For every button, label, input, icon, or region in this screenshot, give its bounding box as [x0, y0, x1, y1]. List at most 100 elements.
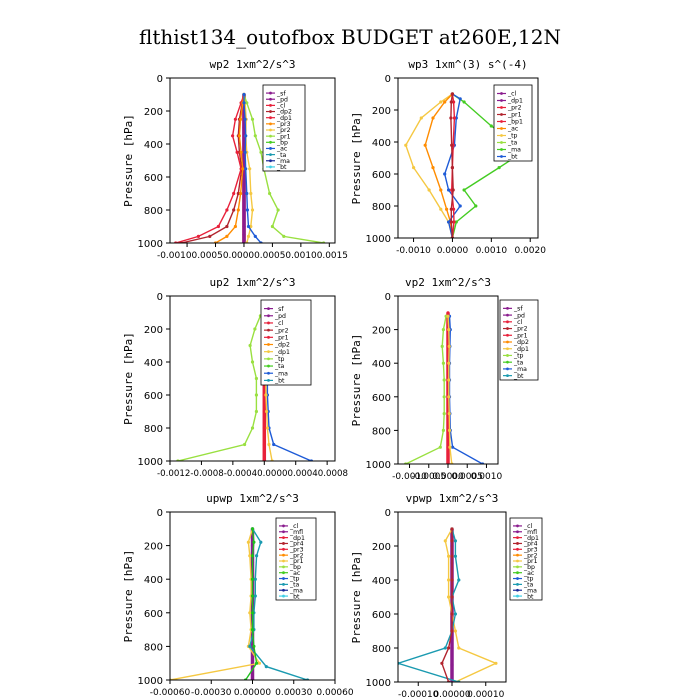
series-point	[450, 554, 454, 558]
legend-label: _bt	[507, 154, 518, 161]
legend-marker	[500, 155, 503, 158]
series-point	[451, 445, 455, 449]
series-point	[449, 100, 453, 104]
series-point	[458, 97, 462, 101]
series-line	[441, 529, 453, 682]
series-point	[250, 611, 255, 615]
y-tick-label: 600	[372, 170, 391, 181]
series-point	[253, 577, 257, 581]
legend-label: _dp1	[276, 115, 292, 122]
series-point	[243, 150, 247, 154]
legend-marker	[267, 379, 270, 382]
legend-marker	[500, 99, 503, 102]
series-point	[242, 208, 246, 212]
legend-label: _tp	[274, 356, 285, 363]
series-point	[250, 594, 255, 598]
legend-marker	[500, 141, 503, 144]
series-point	[259, 150, 263, 154]
y-axis-label: Pressure [hPa]	[122, 550, 135, 643]
series-point	[441, 428, 445, 432]
legend-marker	[269, 165, 272, 169]
x-tick-label: 0.0020	[514, 246, 546, 256]
series-point	[237, 134, 241, 138]
series-point	[450, 612, 454, 616]
series-point	[239, 150, 243, 154]
series-point	[245, 191, 249, 196]
legend-label: _ta	[276, 152, 287, 159]
legend-label: _pd	[276, 96, 288, 103]
y-tick-label: 1000	[138, 239, 163, 250]
y-axis-label: Pressure [hPa]	[350, 551, 363, 644]
legend-label: _ta	[507, 140, 518, 147]
legend-marker	[516, 594, 519, 598]
series-point	[246, 224, 251, 229]
legend-marker	[269, 97, 272, 101]
legend-marker	[282, 588, 285, 592]
legend-label: _ma	[276, 158, 290, 165]
legend-marker	[516, 547, 519, 551]
legend-marker	[516, 565, 519, 569]
series-point	[244, 167, 248, 171]
legend-box	[260, 299, 312, 386]
legend-label: _ma	[507, 147, 521, 154]
y-tick-label: 800	[144, 424, 163, 435]
y-tick-label: 0	[157, 508, 163, 519]
y-axis-label: Pressure [hPa]	[122, 114, 135, 207]
series-point	[494, 661, 498, 665]
series-point	[255, 554, 259, 558]
legend-marker	[506, 360, 509, 364]
x-tick-label: 0.00010	[467, 690, 504, 700]
series-point	[231, 134, 235, 138]
y-axis-label: Pressure [hPa]	[350, 112, 363, 205]
legend-marker	[516, 530, 519, 534]
series-point	[232, 208, 236, 212]
series-line	[447, 316, 453, 464]
chart-panel-3: up2 1xm^2/s^3 Pressure [hPa] 0 200 400 600 800…	[122, 276, 348, 479]
series-point	[443, 539, 447, 543]
legend-label: _tp	[523, 576, 534, 583]
series-point	[462, 100, 466, 104]
legend-marker	[267, 371, 270, 375]
y-tick-label: 400	[372, 138, 391, 149]
series-point	[453, 554, 457, 558]
legend-label: _ta	[274, 363, 285, 370]
series-point	[419, 116, 423, 120]
legend-label: _tp	[507, 133, 518, 140]
series-point	[438, 445, 442, 449]
series-point	[447, 344, 451, 348]
series-point	[248, 554, 252, 558]
y-tick-label: 400	[372, 359, 391, 370]
series-point	[450, 539, 454, 543]
series-point	[262, 409, 266, 414]
series-point	[257, 661, 261, 665]
plot-frame	[169, 77, 336, 244]
series-point	[233, 117, 237, 121]
y-tick-label: 600	[144, 173, 163, 184]
legend-marker	[516, 582, 519, 586]
series-point	[267, 442, 271, 447]
series-point	[246, 234, 251, 238]
legend-label: _pr1	[276, 133, 291, 140]
series-point	[250, 554, 255, 558]
legend: _sf_pd_cl_pr2_pr1_dp2_dp1_tp_ta_ma_bt	[499, 299, 539, 381]
x-tick-label: 0.0010	[476, 246, 508, 256]
series-point	[447, 328, 451, 332]
series-point	[489, 124, 493, 128]
series-point	[441, 328, 445, 332]
series-line	[444, 528, 498, 682]
legend-label: _ta	[289, 582, 300, 589]
series-point	[276, 208, 280, 212]
series-point	[452, 100, 456, 104]
legend-marker	[267, 364, 270, 368]
x-tick-labels: -0.00100.00050.00000.00050.00100.0015	[157, 251, 348, 261]
series-point	[450, 578, 454, 582]
x-tick-label: 0.0000	[437, 246, 469, 256]
series-point	[452, 116, 456, 120]
legend-marker	[282, 542, 285, 545]
legend-label: _dp1	[507, 98, 523, 105]
series-point	[248, 343, 252, 348]
y-tick-label: 200	[144, 542, 163, 553]
series-point	[243, 442, 247, 447]
legend-label: _dp2	[276, 109, 292, 116]
series-point	[236, 208, 240, 212]
